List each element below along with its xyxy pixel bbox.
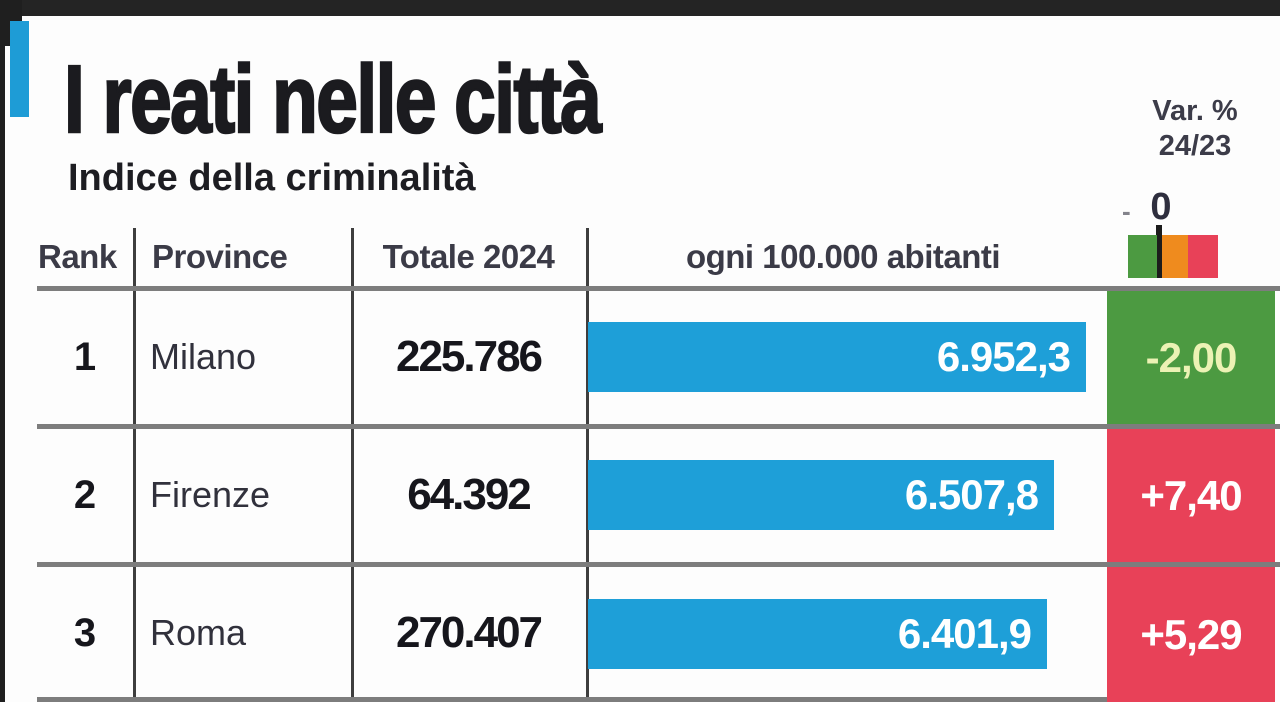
legend-minus-label: -: [1122, 196, 1131, 226]
table-divider-total-bars: [586, 228, 589, 702]
province-name: Firenze: [150, 474, 271, 515]
legend-green-segment: [1128, 235, 1157, 278]
header-underline: [37, 286, 1280, 291]
legend-zero-tick: [1156, 225, 1162, 237]
rank-value: 3: [73, 611, 97, 655]
column-header-total-2024: Totale 2024: [382, 238, 555, 275]
total-2024-value: 270.407: [395, 608, 543, 657]
left-edge-line: [0, 0, 5, 702]
legend-orange-segment: [1162, 235, 1188, 278]
table-divider-rank-province: [133, 228, 136, 702]
province-name: Milano: [150, 336, 257, 377]
title-accent-bar: [10, 21, 29, 117]
province-name: Roma: [150, 612, 247, 653]
legend-red-segment: [1188, 235, 1218, 278]
per-100k-value: 6.401,9: [897, 610, 1032, 657]
total-2024-value: 225.786: [395, 332, 543, 381]
var-pct-cell: +7,40: [1107, 429, 1275, 562]
column-header-rank: Rank: [38, 238, 117, 275]
var-column-header: Var. % 24/23: [1110, 94, 1280, 165]
legend-zero-divider: [1157, 235, 1162, 278]
per-100k-value: 6.952,3: [936, 333, 1071, 380]
row-divider-1: [37, 424, 1280, 429]
rank-value: 1: [73, 335, 97, 379]
row-divider-2: [37, 562, 1280, 567]
var-pct-cell: -2,00: [1107, 291, 1275, 424]
column-header-province: Province: [152, 238, 288, 275]
top-black-bar: [0, 0, 1280, 16]
total-2024-value: 64.392: [407, 470, 532, 519]
rank-value: 2: [73, 473, 97, 517]
page-subtitle: Indice della criminalità: [68, 157, 476, 199]
var-pct-cell: +5,29: [1107, 567, 1275, 702]
var-pct-value: -2,00: [1145, 333, 1238, 381]
var-scale-legend: [1128, 235, 1218, 278]
legend-zero-label: 0: [1150, 186, 1172, 228]
page-title: I reati nelle città: [63, 46, 603, 153]
var-header-line2: 24/23: [1158, 130, 1232, 163]
per-100k-bar: 6.507,8: [588, 460, 1054, 530]
per-100k-bar: 6.952,3: [588, 322, 1086, 392]
row-divider-3-partial: [37, 697, 1107, 702]
var-pct-value: +5,29: [1140, 610, 1242, 658]
column-header-per-100k: ogni 100.000 abitanti: [685, 238, 1001, 275]
table-divider-province-total: [351, 228, 354, 702]
var-header-line1: Var. %: [1152, 95, 1238, 127]
per-100k-value: 6.507,8: [904, 471, 1039, 518]
var-pct-value: +7,40: [1140, 471, 1242, 519]
per-100k-bar: 6.401,9: [588, 599, 1047, 669]
